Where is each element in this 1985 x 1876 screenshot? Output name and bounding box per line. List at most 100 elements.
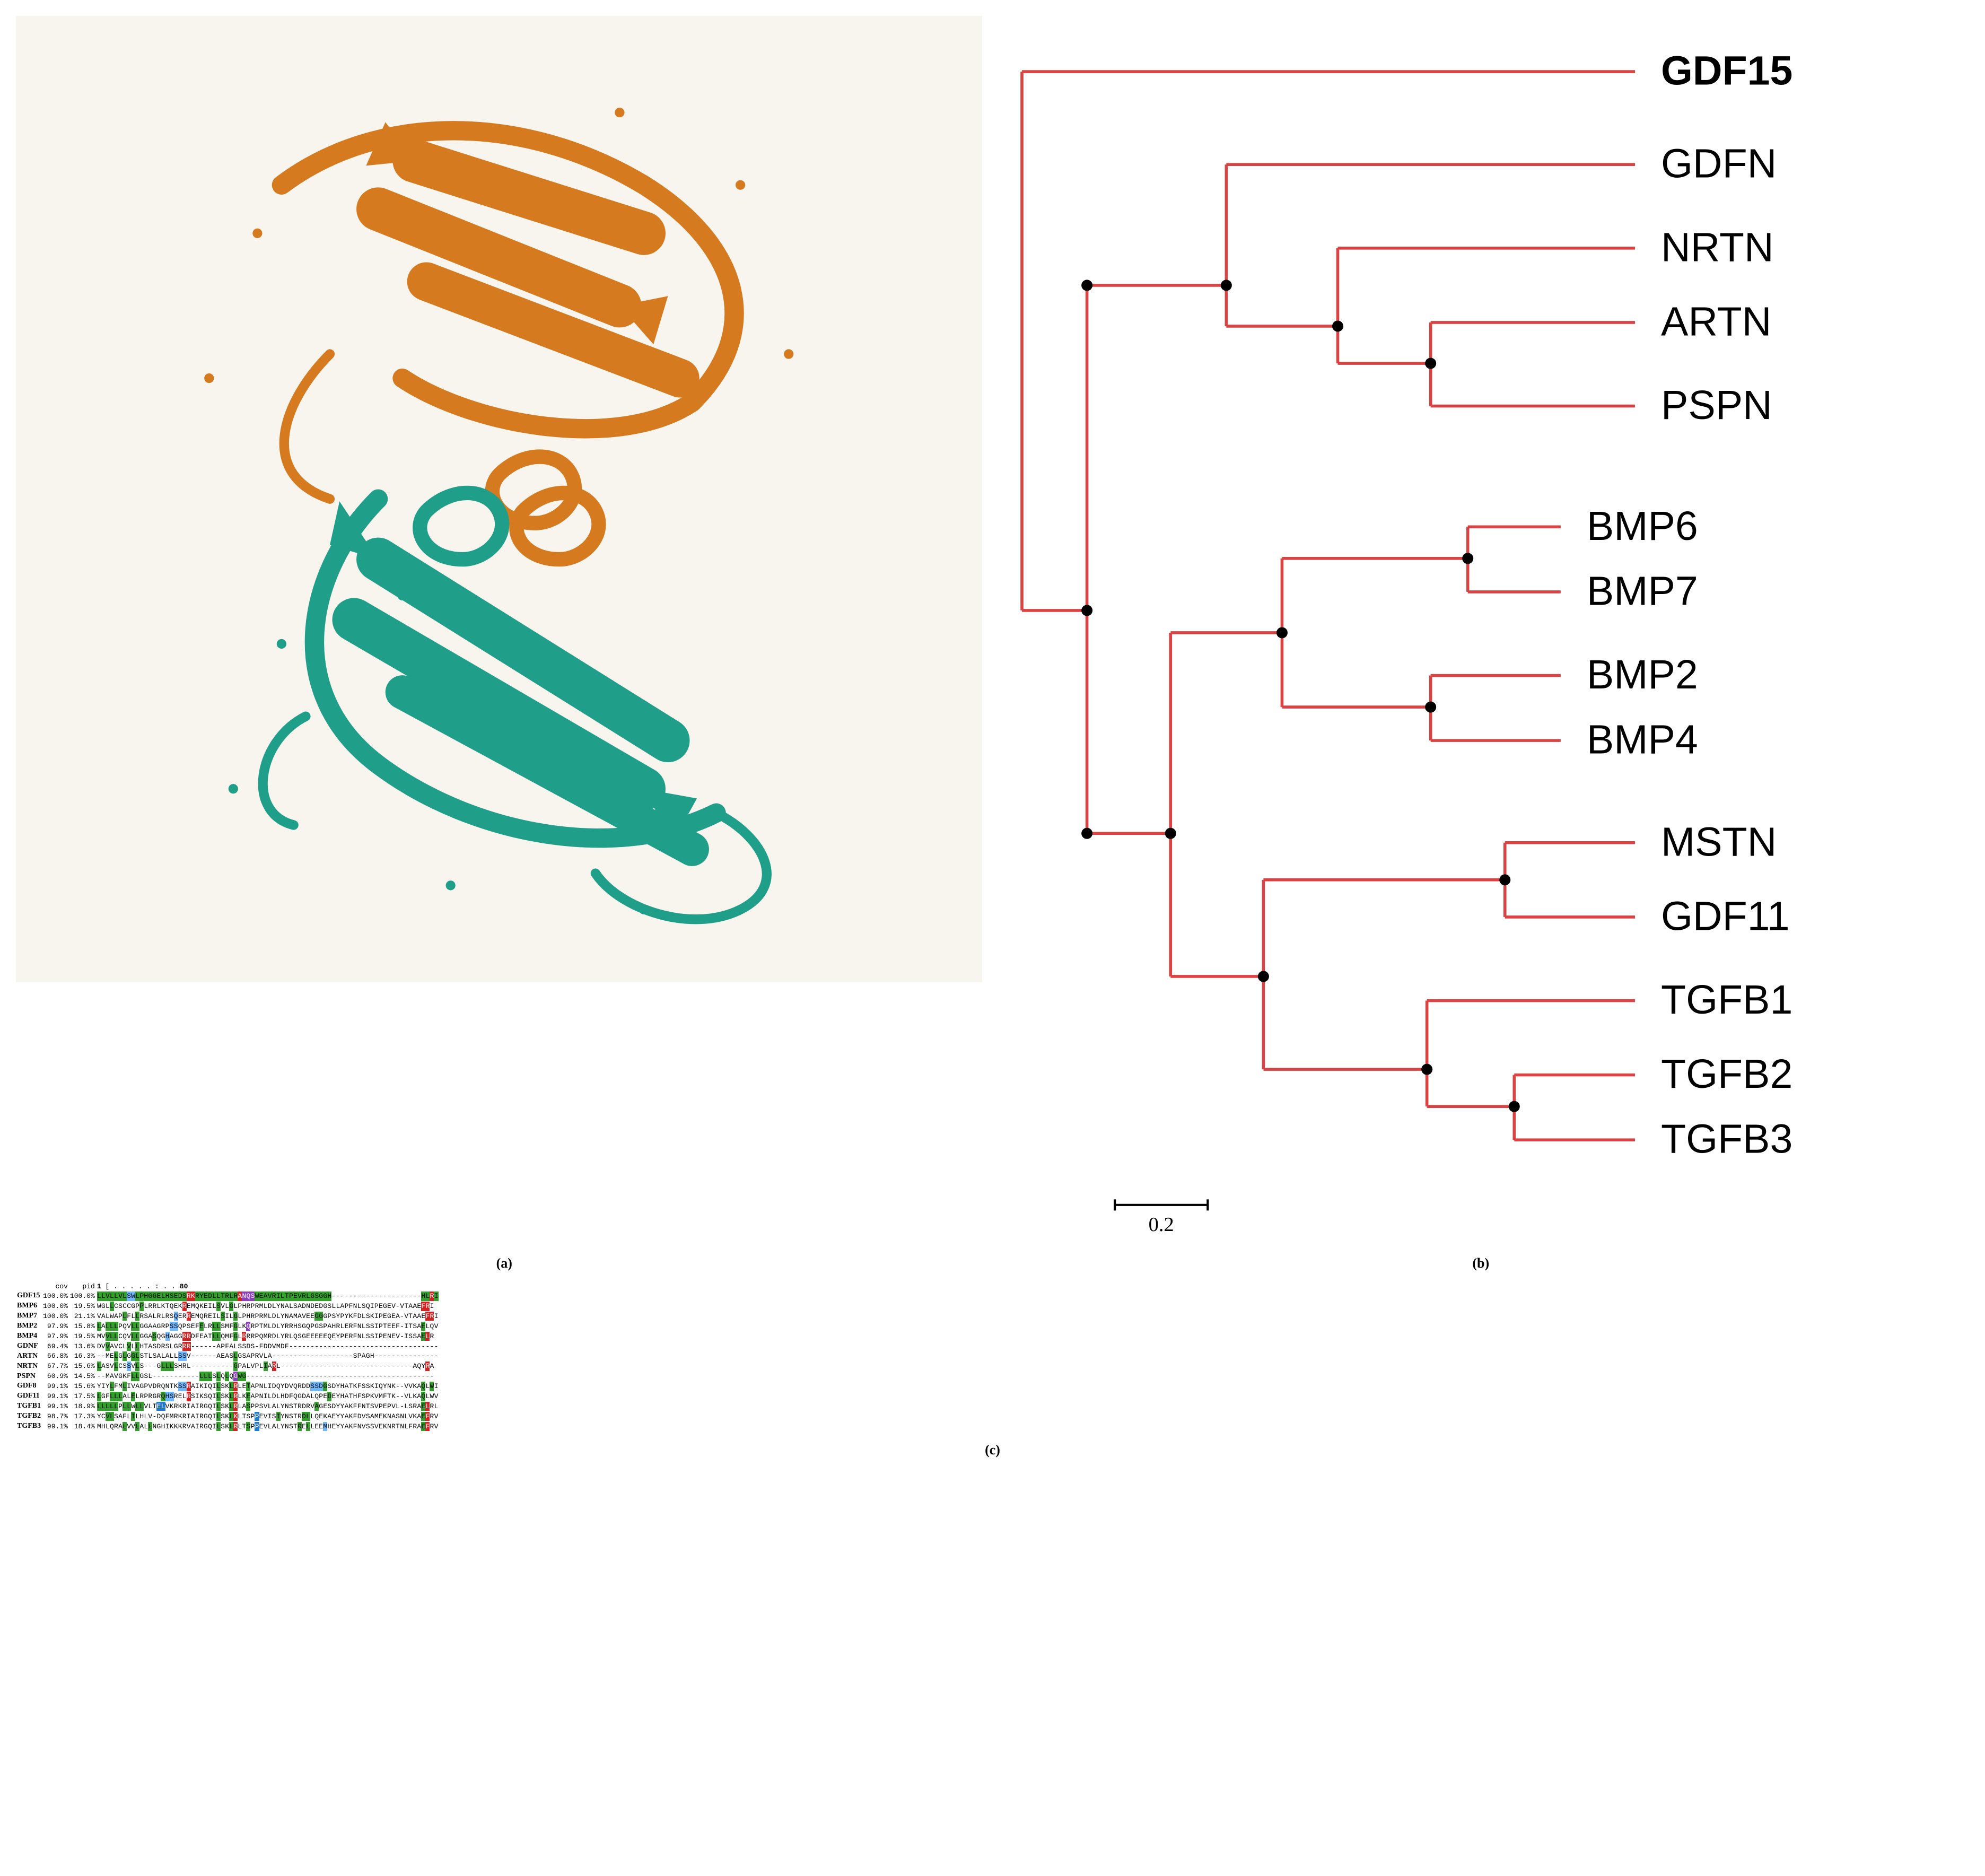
seq-residues: LASVLCSSVLS---GLLLSHRL----------GPALVPLI…	[96, 1362, 440, 1372]
tree-node	[1508, 1101, 1519, 1112]
figure-container: GDF15GDFNNRTNARTNPSPNBMP6BMP7BMP2BMP4MST…	[16, 16, 1969, 1458]
tree-node	[1421, 1064, 1432, 1075]
seq-pid: 14.5%	[69, 1372, 96, 1382]
seq-name: GDF8	[16, 1381, 42, 1391]
alignment-table: covpid1 [ . . . . . : . . 80GDF15100.0%1…	[16, 1282, 440, 1432]
seq-residues: LALLLPQVLLGGAAGRPSSQPSEFELRLLSMFGLKQRPTM…	[96, 1321, 440, 1331]
tree-leaf-label: MSTN	[1661, 819, 1777, 865]
seq-pid: 21.1%	[69, 1311, 96, 1321]
seq-pid: 19.5%	[69, 1301, 96, 1311]
caption-b: (b)	[993, 1255, 1970, 1271]
tree-leaf-label: ARTN	[1661, 299, 1771, 344]
seq-pid: 15.8%	[69, 1321, 96, 1331]
header-cov: cov	[42, 1282, 69, 1292]
tree-node	[1276, 627, 1287, 638]
tree-leaf-label: BMP7	[1586, 568, 1698, 614]
seq-cov: 97.9%	[42, 1331, 69, 1341]
seq-residues: VALWAPLFLLRSALRLRSQERREMQREILSILGLPHRPRM…	[96, 1311, 440, 1321]
phylo-tree: GDF15GDFNNRTNARTNPSPNBMP6BMP7BMP2BMP4MST…	[1003, 16, 1970, 1242]
tree-node	[1220, 280, 1231, 291]
tree-leaf-label: TGFB2	[1661, 1051, 1792, 1097]
chain-teal	[263, 493, 767, 919]
seq-cov: 99.1%	[42, 1401, 69, 1411]
seq-residues: YIYLFMLIVAGPVDRQNTKSSRAIKIQILSKLRLETAPNL…	[96, 1381, 440, 1391]
alignment-row: GDNF69.4%13.6%DVVAVCLVLLHTASDRSLGRRR----…	[16, 1341, 440, 1351]
seq-name: BMP6	[16, 1301, 42, 1311]
tree-leaf-label: PSPN	[1661, 382, 1772, 428]
tree-node	[1332, 320, 1343, 331]
seq-pid: 100.0%	[69, 1291, 96, 1301]
tree-leaf-label: TGFB3	[1661, 1116, 1792, 1162]
seq-residues: LGFLLLALELRPRGRQHSRELRSIKSQILSKLRLKEAPNI…	[96, 1391, 440, 1401]
alignment-row: BMP7100.0%21.1%VALWAPLFLLRSALRLRSQERREMQ…	[16, 1311, 440, 1321]
seq-cov: 100.0%	[42, 1311, 69, 1321]
structure-svg	[16, 16, 982, 982]
tree-node	[1425, 702, 1436, 713]
chain-orange	[282, 122, 734, 559]
tree-node	[1165, 828, 1176, 839]
tree-leaf-label: GDFN	[1661, 141, 1777, 187]
seq-name: TGFB1	[16, 1401, 42, 1411]
seq-cov: 99.1%	[42, 1381, 69, 1391]
seq-pid: 15.6%	[69, 1362, 96, 1372]
caption-a: (a)	[16, 1255, 993, 1271]
seq-cov: 100.0%	[42, 1301, 69, 1311]
alignment-row: BMP497.9%19.5%MVVLLCQVLLGGASQGHAGGRRDFEA…	[16, 1331, 440, 1341]
seq-cov: 67.7%	[42, 1362, 69, 1372]
seq-name: TGFB2	[16, 1411, 42, 1421]
caption-c: (c)	[16, 1442, 1969, 1458]
tree-leaf-label: BMP4	[1586, 717, 1698, 763]
seq-residues: --MELGLGGLSTLSALALLSSV------AEASLGSAPRVL…	[96, 1351, 440, 1362]
seq-name: BMP4	[16, 1331, 42, 1341]
alignment-row: NRTN67.7%15.6%LASVLCSSVLS---GLLLSHRL----…	[16, 1362, 440, 1372]
seq-residues: LLVLLVLSWLPHGGELHSEDSRKRYEDLLTRLRANQSWEA…	[96, 1291, 440, 1301]
seq-pid: 16.3%	[69, 1351, 96, 1362]
tree-leaf-label: GDF11	[1661, 893, 1790, 939]
seq-residues: --MAVGKFLLGSL-----------LLLSLQLQGWG-----…	[96, 1372, 440, 1382]
seq-name: ARTN	[16, 1351, 42, 1362]
alignment-row: TGFB399.1%18.4%MHLQRALVVLALLNGHIKKKRVAIR…	[16, 1421, 440, 1432]
alignment-row: TGFB199.1%18.9%LLLLLPLLWLLVLTELVKRKRIAIR…	[16, 1401, 440, 1411]
tree-node	[1462, 553, 1473, 564]
seq-cov: 99.1%	[42, 1391, 69, 1401]
seq-pid: 18.4%	[69, 1421, 96, 1432]
tree-node	[1081, 828, 1092, 839]
caption-row-ab: (a) (b)	[16, 1255, 1969, 1271]
seq-cov: 99.1%	[42, 1421, 69, 1432]
panel-a	[16, 16, 982, 982]
tree-node	[1081, 605, 1092, 616]
seq-name: GDNF	[16, 1341, 42, 1351]
tree-node	[1081, 280, 1092, 291]
seq-name: PSPN	[16, 1372, 42, 1382]
seq-residues: WGLLCSCCGPPLRRLKTQEKREMQKEILSVLGLPHRPRML…	[96, 1301, 440, 1311]
seq-cov: 60.9%	[42, 1372, 69, 1382]
seq-pid: 15.6%	[69, 1381, 96, 1391]
panel-c: covpid1 [ . . . . . : . . 80GDF15100.0%1…	[16, 1282, 1969, 1432]
seq-pid: 19.5%	[69, 1331, 96, 1341]
tree-leaf-label: TGFB1	[1661, 977, 1792, 1023]
alignment-row: TGFB298.7%17.3%YCVLSAFLILHLV-DQFMRKRIAIR…	[16, 1411, 440, 1421]
header-ruler: 1 [ . . . . . : . . 80	[96, 1282, 440, 1292]
seq-pid: 13.6%	[69, 1341, 96, 1351]
seq-residues: YCVLSAFLILHLV-DQFMRKRIAIRGQILSKLKLTSPPEV…	[96, 1411, 440, 1421]
seq-residues: DVVAVCLVLLHTASDRSLGRRR------APFALSSDS-FD…	[96, 1341, 440, 1351]
tree-leaf-label: NRTN	[1661, 224, 1774, 270]
panel-b: GDF15GDFNNRTNARTNPSPNBMP6BMP7BMP2BMP4MST…	[1003, 16, 1970, 1245]
alignment-row: GDF1199.1%17.5%LGFLLLALELRPRGRQHSRELRSIK…	[16, 1391, 440, 1401]
seq-name: NRTN	[16, 1362, 42, 1372]
seq-name: BMP2	[16, 1321, 42, 1331]
seq-cov: 69.4%	[42, 1341, 69, 1351]
seq-pid: 18.9%	[69, 1401, 96, 1411]
tree-leaf-label: GDF15	[1661, 48, 1792, 94]
seq-name: BMP7	[16, 1311, 42, 1321]
tree-node	[1499, 874, 1510, 885]
tree-leaf-label: BMP6	[1586, 503, 1698, 549]
seq-residues: MVVLLCQVLLGGASQGHAGGRRDFEATLLQMFGLRRRPQM…	[96, 1331, 440, 1341]
seq-cov: 66.8%	[42, 1351, 69, 1362]
header-pid: pid	[69, 1282, 96, 1292]
scale-label: 0.2	[1148, 1214, 1174, 1236]
tree-node	[1425, 358, 1436, 369]
alignment-row: GDF899.1%15.6%YIYLFMLIVAGPVDRQNTKSSRAIKI…	[16, 1381, 440, 1391]
top-row: GDF15GDFNNRTNARTNPSPNBMP6BMP7BMP2BMP4MST…	[16, 16, 1969, 1245]
seq-cov: 100.0%	[42, 1291, 69, 1301]
